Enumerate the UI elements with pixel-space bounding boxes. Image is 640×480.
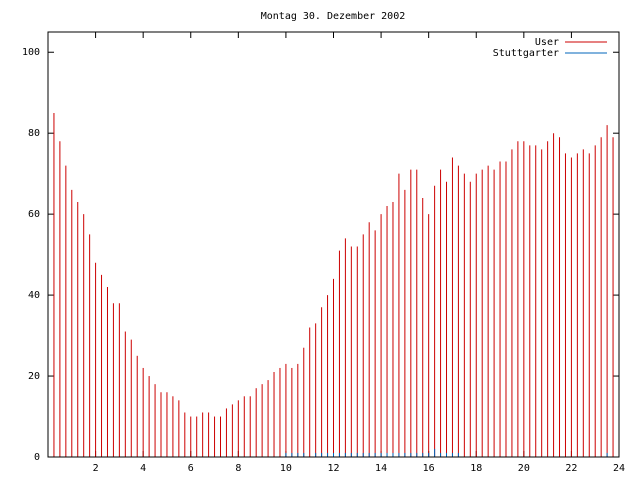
y-tick-label: 60: [28, 209, 40, 220]
x-tick-label: 24: [613, 463, 625, 474]
x-tick-label: 6: [188, 463, 194, 474]
x-tick-label: 16: [423, 463, 435, 474]
y-tick-label: 100: [22, 47, 40, 58]
y-tick-label: 20: [28, 371, 40, 382]
x-tick-label: 14: [375, 463, 387, 474]
x-tick-label: 8: [235, 463, 241, 474]
legend-label: Stuttgarter: [493, 48, 559, 59]
y-tick-label: 80: [28, 128, 40, 139]
y-tick-label: 40: [28, 290, 40, 301]
x-tick-label: 22: [565, 463, 577, 474]
x-tick-label: 10: [280, 463, 292, 474]
x-tick-label: 12: [327, 463, 339, 474]
y-tick-label: 0: [34, 452, 40, 463]
x-tick-label: 2: [93, 463, 99, 474]
legend-label: User: [535, 37, 559, 48]
plot-frame: [47, 31, 620, 458]
chart-title: Montag 30. Dezember 2002: [261, 11, 406, 22]
x-tick-label: 18: [470, 463, 482, 474]
x-tick-label: 20: [518, 463, 530, 474]
x-tick-label: 4: [140, 463, 146, 474]
